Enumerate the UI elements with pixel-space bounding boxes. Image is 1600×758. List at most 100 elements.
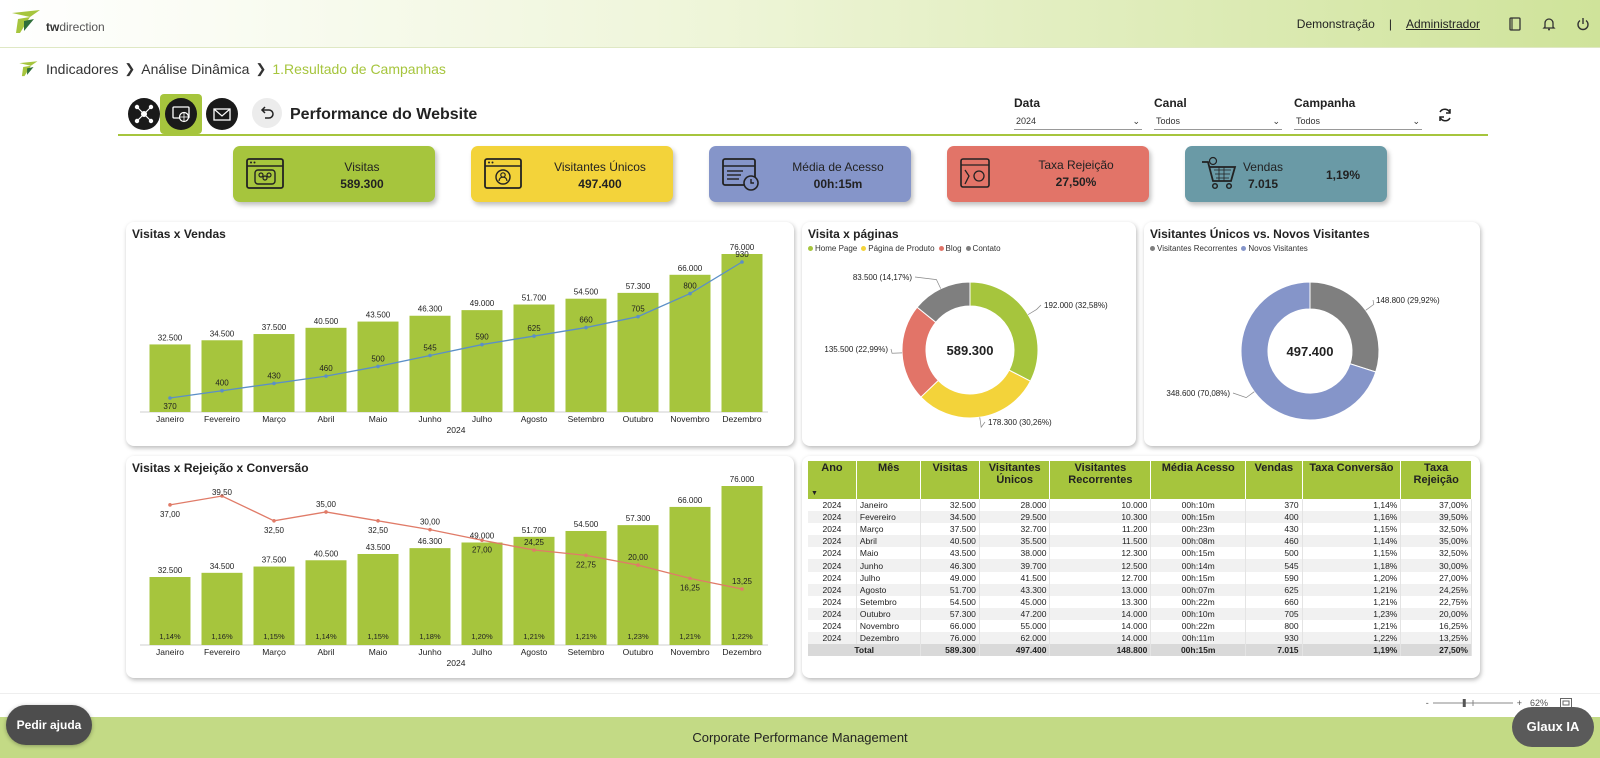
chart-panel-visita-paginas: Visita x páginas Home Page Página de Pro… [802,222,1136,446]
bar [617,525,659,645]
line-point [480,538,484,543]
x-tick-label: Dezembro [722,647,761,657]
table-row[interactable]: 2024 Novembro 66.000 55.000 14.000 00h:22m 800… [808,619,1472,633]
conversion-data-label: 1,21% [575,632,597,641]
table-cell: 32.500 [920,499,980,512]
table-row[interactable]: 2024 Junho 46.300 39.700 12.500 00h:14m 545 1,1… [808,559,1472,572]
line-point [324,374,328,378]
zoom-out-button[interactable]: - [1425,698,1429,708]
slice-leader-line [1027,304,1042,315]
date-select[interactable]: 2024 ⌄ [1014,113,1142,130]
x-tick-label: Julho [472,647,493,657]
column-header-media-acesso[interactable]: Média Acesso [1150,461,1247,499]
column-header-visitantes-recorrentes[interactable]: Visitantes Recorrentes [1049,461,1152,499]
table-row[interactable]: 2024 Janeiro 32.500 28.000 10.000 00h:10m 370 1… [808,499,1472,512]
sort-desc-icon[interactable]: ▼ [811,490,818,497]
table-cell: 10.000 [1049,499,1152,512]
legend-swatch [1150,246,1155,251]
conversion-data-label: 1,21% [523,632,545,641]
bar [565,298,607,412]
bar-data-label: 40.500 [314,317,339,326]
slice-leader-line [890,348,903,354]
line-point [324,510,328,514]
table-cell: 12.700 [1049,571,1152,584]
kpi-label: Vendas [1242,160,1284,174]
logo[interactable]: twdirection [10,9,105,35]
x-tick-label: Dezembro [722,414,761,424]
table-cell: 590 [1245,571,1303,584]
table-cell: 1,20% [1302,571,1402,584]
kpi-conversion: 1,19% [1325,168,1361,182]
conversion-data-label: 1,22% [731,632,753,641]
table-cell: 35,00% [1400,535,1472,548]
table-cell: 1,23% [1302,607,1402,620]
zoom-in-button[interactable]: + [1516,698,1522,708]
column-header-taxa-conversao[interactable]: Taxa Conversão [1302,461,1402,499]
breadcrumb-item-analise[interactable]: Análise Dinâmica [141,61,250,77]
chevron-down-icon: ⌄ [1412,116,1420,126]
campanha-select[interactable]: Todos ⌄ [1294,113,1422,130]
bell-icon[interactable] [1532,0,1566,48]
table-cell: 00h:22m [1150,619,1247,633]
logo-small-icon [19,61,38,77]
bar [149,577,191,645]
table-cell: 34.500 [920,511,980,524]
canal-select[interactable]: Todos ⌄ [1154,113,1282,130]
glaux-ai-button[interactable]: Glaux IA [1512,707,1594,747]
column-header-mes[interactable]: Mês [856,461,922,499]
back-button[interactable] [252,98,282,128]
line-data-label: 39,50 [212,488,233,497]
email-nav-button[interactable] [206,98,238,130]
line-data-label: 32,50 [264,526,285,535]
table-row[interactable]: 2024 Março 37.500 32.700 11.200 00h:23m 430 1,1… [808,523,1472,536]
help-button[interactable]: Pedir ajuda [6,705,92,745]
user-link[interactable]: Administrador [1405,17,1480,31]
table-cell: 1,14% [1302,499,1402,512]
table-row[interactable]: 2024 Maio 43.500 38.000 12.300 00h:15m 500 1,15… [808,547,1472,560]
column-header-ano[interactable]: Ano ▼ [808,461,857,499]
chart-title: Visitantes Únicos vs. Novos Visitantes [1150,227,1370,241]
refresh-button[interactable] [1436,106,1454,129]
table-cell: 32,50% [1400,523,1472,536]
table-cell: 20,00% [1400,607,1472,620]
website-nav-button[interactable] [165,98,197,130]
table-cell: 54.500 [920,595,980,608]
breadcrumb-item-indicadores[interactable]: Indicadores [46,61,119,77]
donut-slice [901,306,939,398]
bar-data-label: 76.000 [730,475,755,484]
book-icon[interactable] [1498,0,1532,48]
bar [513,304,555,412]
table-row[interactable]: 2024 Agosto 51.700 43.300 13.000 00h:07m 625 1,… [808,583,1472,596]
column-header-taxa-rejeicao[interactable]: Taxa Rejeição [1400,461,1472,499]
network-nav-button[interactable] [128,98,160,130]
bar-data-label: 49.000 [470,299,495,308]
legend-swatch [1241,246,1247,251]
table-row[interactable]: 2024 Fevereiro 34.500 29.500 10.300 00h:15m 40… [808,511,1472,524]
kpi-value: 497.400 [578,177,622,191]
table-cell: 1,15% [1302,547,1402,560]
filter-campanha: Campanha Todos ⌄ [1294,96,1422,130]
zoom-slider[interactable] [1432,698,1513,708]
column-header-visitantes-unicos[interactable]: Visitantes Únicos [979,461,1051,499]
x-tick-label: Agosto [521,647,548,657]
table-row[interactable]: 2024 Julho 49.000 41.500 12.700 00h:15m 590 1,2… [808,571,1472,584]
table-row[interactable]: 2024 Abril 40.500 35.500 11.500 00h:08m 460 1,1… [808,535,1472,548]
x-axis-title: 2024 [447,658,466,668]
table-row[interactable]: 2024 Outubro 57.300 47.200 14.000 00h:10m 705 1… [808,607,1472,620]
table-row[interactable]: 2024 Setembro 54.500 45.000 13.300 00h:22m 660… [808,595,1472,608]
series-line [169,495,743,590]
line-point [272,381,276,386]
power-icon[interactable] [1566,0,1600,48]
x-tick-label: Setembro [568,414,605,424]
column-header-vendas[interactable]: Vendas [1245,461,1303,499]
column-header-visitas[interactable]: Visitas [920,461,980,499]
bar-data-label: 57.300 [626,514,651,523]
x-tick-label: Março [262,647,286,657]
line-point [428,527,432,532]
table-row[interactable]: 2024 Dezembro 76.000 62.000 14.000 00h:11m 930… [808,632,1472,645]
zoom-slider-thumb[interactable] [1462,699,1466,707]
table-cell: Dezembro [856,632,922,645]
line-point [740,587,744,591]
line-data-label: 27,00 [472,545,493,554]
bar-data-label: 37.500 [262,323,287,332]
